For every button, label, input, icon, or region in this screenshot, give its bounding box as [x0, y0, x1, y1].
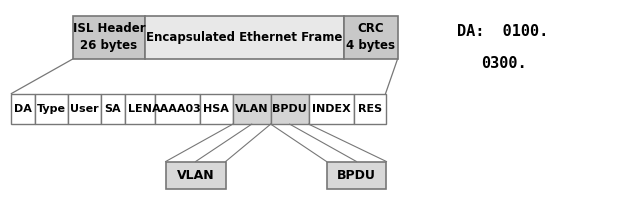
FancyBboxPatch shape [11, 94, 35, 124]
Text: AAAA03: AAAA03 [153, 104, 202, 114]
FancyBboxPatch shape [271, 94, 309, 124]
Text: BPDU: BPDU [272, 104, 307, 114]
Text: VLAN: VLAN [235, 104, 269, 114]
Text: Type: Type [37, 104, 66, 114]
FancyBboxPatch shape [165, 162, 226, 189]
Text: INDEX: INDEX [312, 104, 351, 114]
Text: LEN: LEN [128, 104, 151, 114]
FancyBboxPatch shape [344, 16, 398, 59]
Text: VLAN: VLAN [177, 169, 215, 182]
FancyBboxPatch shape [145, 16, 344, 59]
Text: RES: RES [358, 104, 382, 114]
Text: SA: SA [105, 104, 121, 114]
Text: ISL Header
26 bytes: ISL Header 26 bytes [73, 22, 145, 52]
Text: DA: DA [15, 104, 32, 114]
Text: 0300.: 0300. [481, 56, 527, 71]
FancyBboxPatch shape [233, 94, 271, 124]
Text: BPDU: BPDU [337, 169, 376, 182]
FancyBboxPatch shape [155, 94, 200, 124]
FancyBboxPatch shape [354, 94, 386, 124]
Text: HSA: HSA [203, 104, 230, 114]
Text: DA:  0100.: DA: 0100. [457, 24, 549, 39]
Text: CRC
4 bytes: CRC 4 bytes [346, 22, 395, 52]
FancyBboxPatch shape [200, 94, 233, 124]
FancyBboxPatch shape [125, 94, 155, 124]
FancyBboxPatch shape [68, 94, 101, 124]
FancyBboxPatch shape [327, 162, 386, 189]
FancyBboxPatch shape [73, 16, 145, 59]
FancyBboxPatch shape [35, 94, 68, 124]
FancyBboxPatch shape [101, 94, 125, 124]
Text: User: User [70, 104, 99, 114]
Text: Encapsulated Ethernet Frame: Encapsulated Ethernet Frame [146, 31, 343, 44]
FancyBboxPatch shape [309, 94, 354, 124]
